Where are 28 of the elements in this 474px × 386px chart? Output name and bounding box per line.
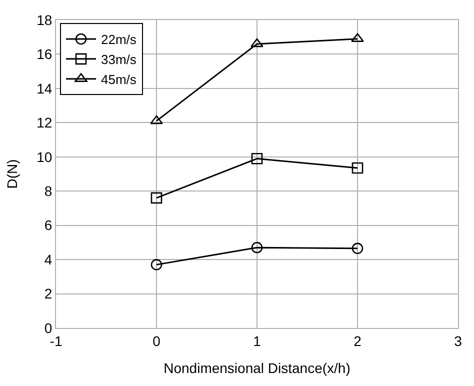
y-tick-label: 10 [36,148,52,165]
legend-label: 45m/s [101,72,137,87]
y-tick-label: 4 [44,251,52,268]
point [250,38,264,48]
legend-label: 22m/s [101,32,137,48]
y-tick-label: 16 [36,46,52,62]
point [352,162,364,174]
y-tick-label: 12 [36,114,52,131]
legend-label: 33m/s [101,52,137,67]
point [150,192,162,204]
y-tick-label: 0 [44,320,52,336]
point [352,242,364,254]
x-tick-label: -1 [50,332,62,349]
y-tick-label: 6 [44,217,52,234]
x-tick-label: 0 [152,332,161,349]
point [251,242,263,254]
y-axis-title: D(N) [4,159,20,189]
x-tick-label: 3 [454,332,462,349]
x-axis-title: Nondimensional Distance(x/h) [164,360,350,376]
x-tick-label: 1 [253,332,262,349]
y-tick-label: 18 [36,12,52,28]
y-tick-label: 14 [36,80,52,96]
x-tick-label: 2 [354,332,362,349]
y-tick-label: 2 [44,286,52,302]
point [150,259,162,270]
point [251,152,263,164]
y-tick-label: 8 [44,183,52,200]
point [150,115,163,124]
